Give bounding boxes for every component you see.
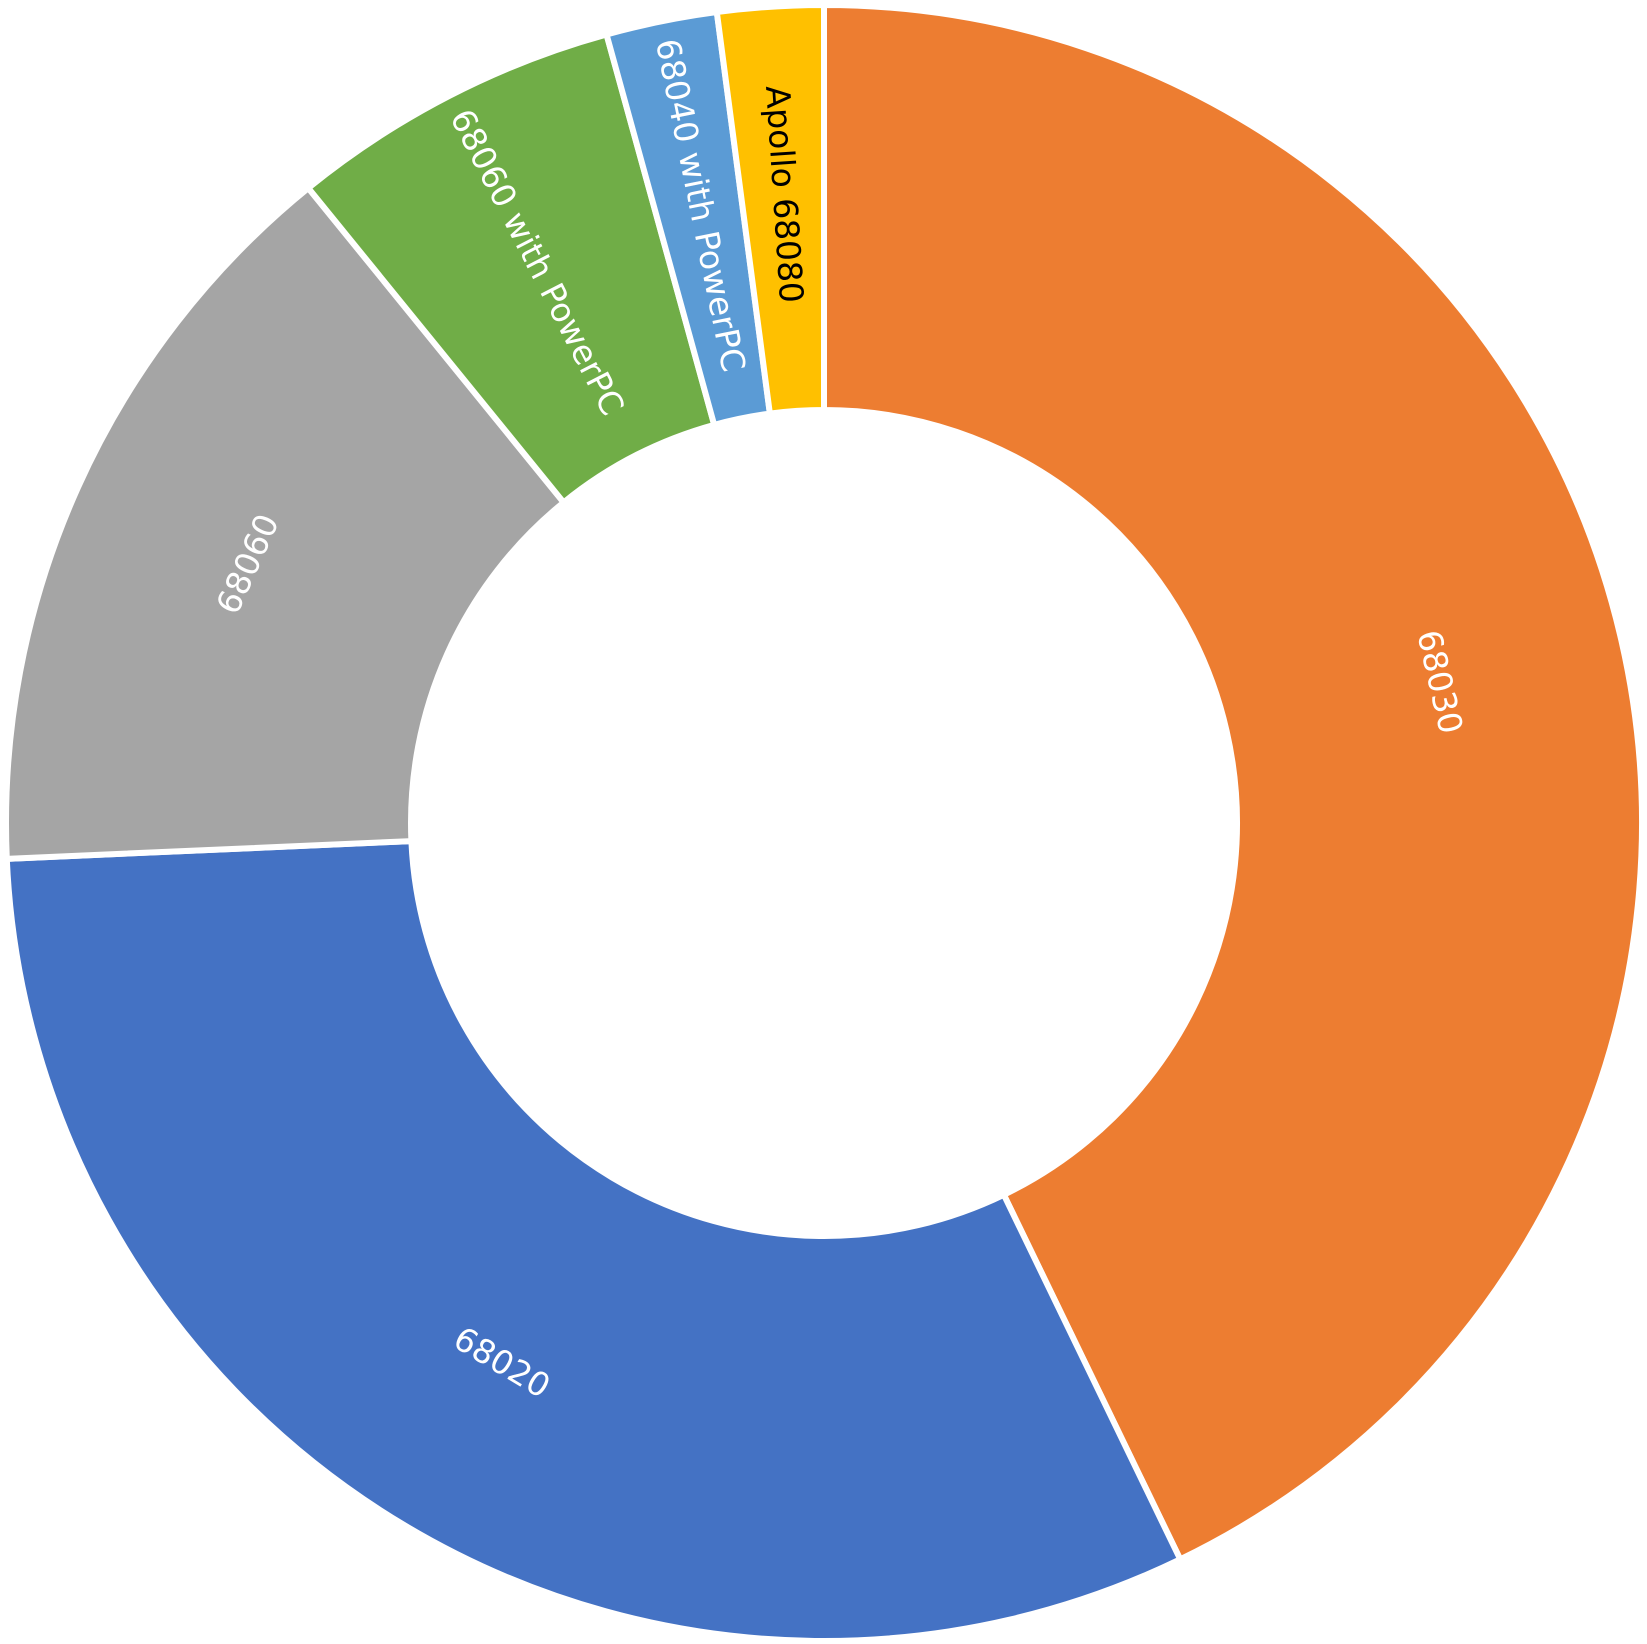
slices-layer xyxy=(3,1,1645,1644)
slice-68030 xyxy=(821,1,1645,1564)
slice-apollo-68080 xyxy=(713,1,827,417)
slice-68020 xyxy=(3,837,1185,1644)
slice-68060 xyxy=(3,183,568,862)
